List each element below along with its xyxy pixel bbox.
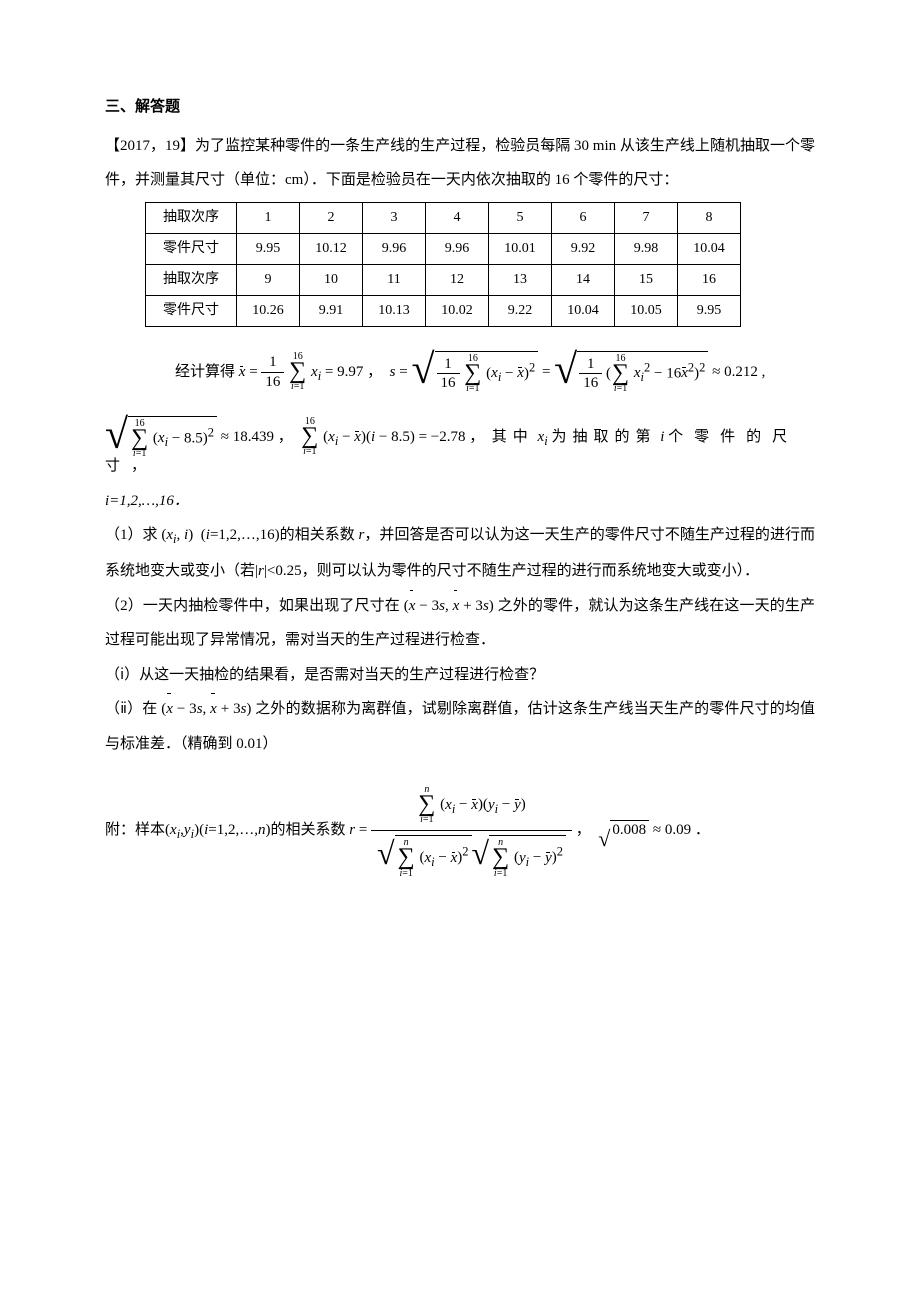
table-row: 抽取次序 9 10 11 12 13 14 15 16 bbox=[146, 264, 741, 295]
intro-paragraph: 【2017，19】为了监控某种零件的一条生产线的生产过程，检验员每隔 30 mi… bbox=[105, 129, 815, 198]
table-cell: 6 bbox=[552, 202, 615, 233]
question-1: （1）求 (xi, i) (i=1,2,…,16)的相关系数 r，并回答是否可以… bbox=[105, 518, 815, 588]
row-label: 抽取次序 bbox=[146, 202, 237, 233]
table-cell: 7 bbox=[615, 202, 678, 233]
table-cell: 11 bbox=[363, 264, 426, 295]
table-cell: 9.96 bbox=[426, 233, 489, 264]
table-cell: 9.95 bbox=[237, 233, 300, 264]
table-cell: 9.91 bbox=[300, 295, 363, 326]
table-cell: 9.96 bbox=[363, 233, 426, 264]
table-cell: 14 bbox=[552, 264, 615, 295]
table-cell: 1 bbox=[237, 202, 300, 233]
xbar-value: 9.97 bbox=[337, 364, 363, 380]
table-cell: 12 bbox=[426, 264, 489, 295]
question-2: （2）一天内抽检零件中，如果出现了尺寸在 (x − 3s, x + 3s) 之外… bbox=[105, 589, 815, 658]
table-cell: 10.04 bbox=[552, 295, 615, 326]
table-cell: 10.26 bbox=[237, 295, 300, 326]
row-label: 零件尺寸 bbox=[146, 295, 237, 326]
row-label: 零件尺寸 bbox=[146, 233, 237, 264]
calc-line-2: √ 16∑i=1 (xi − 8.5)2 ≈ 18.439 ， 16∑i=1 (… bbox=[105, 402, 815, 484]
calc-prefix: 经计算得 bbox=[175, 364, 235, 380]
approx-value: 0.09 bbox=[665, 822, 691, 838]
table-cell: 5 bbox=[489, 202, 552, 233]
table-cell: 15 bbox=[615, 264, 678, 295]
s-value: 0.212 bbox=[724, 364, 758, 380]
table-cell: 10.04 bbox=[678, 233, 741, 264]
data-table: 抽取次序 1 2 3 4 5 6 7 8 零件尺寸 9.95 10.12 9.9… bbox=[145, 202, 741, 327]
table-cell: 2 bbox=[300, 202, 363, 233]
sqrt-value: 18.439 bbox=[233, 429, 274, 445]
table-cell: 10.12 bbox=[300, 233, 363, 264]
table-cell: 3 bbox=[363, 202, 426, 233]
table-row: 零件尺寸 9.95 10.12 9.96 9.96 10.01 9.92 9.9… bbox=[146, 233, 741, 264]
table-cell: 16 bbox=[678, 264, 741, 295]
table-cell: 9 bbox=[237, 264, 300, 295]
table-cell: 9.22 bbox=[489, 295, 552, 326]
line-i-range: i=1,2,…,16． bbox=[105, 484, 815, 519]
table-cell: 10.02 bbox=[426, 295, 489, 326]
tail-a: 其中 bbox=[492, 429, 534, 445]
appendix-line: 附：样本(xi,yi)(i=1,2,…,n)的相关系数 r = n∑i=1 (x… bbox=[105, 761, 815, 888]
table-cell: 10.01 bbox=[489, 233, 552, 264]
table-cell: 4 bbox=[426, 202, 489, 233]
table-cell: 9.92 bbox=[552, 233, 615, 264]
table-cell: 8 bbox=[678, 202, 741, 233]
section-title: 三、解答题 bbox=[105, 90, 815, 125]
row-label: 抽取次序 bbox=[146, 264, 237, 295]
table-row: 零件尺寸 10.26 9.91 10.13 10.02 9.22 10.04 1… bbox=[146, 295, 741, 326]
table-cell: 13 bbox=[489, 264, 552, 295]
table-row: 抽取次序 1 2 3 4 5 6 7 8 bbox=[146, 202, 741, 233]
sum-value: −2.78 bbox=[431, 429, 466, 445]
question-2ii: （ⅱ）在 (x − 3s, x + 3s) 之外的数据称为离群值，试剔除离群值，… bbox=[105, 692, 815, 761]
tail-b: 为抽取的第 bbox=[551, 429, 656, 445]
table-cell: 10.13 bbox=[363, 295, 426, 326]
question-2i: （ⅰ）从这一天抽检的结果看，是否需对当天的生产过程进行检查？ bbox=[105, 658, 815, 693]
appendix-b: 的相关系数 bbox=[270, 822, 345, 838]
table-cell: 9.98 bbox=[615, 233, 678, 264]
table-cell: 10 bbox=[300, 264, 363, 295]
table-cell: 9.95 bbox=[678, 295, 741, 326]
table-cell: 10.05 bbox=[615, 295, 678, 326]
approx-in: 0.008 bbox=[610, 820, 649, 838]
appendix-a: 附：样本 bbox=[105, 822, 165, 838]
calc-line-1: 经计算得 x = 116 16∑i=1 xi = 9.97 ， s = √ 11… bbox=[105, 335, 815, 402]
